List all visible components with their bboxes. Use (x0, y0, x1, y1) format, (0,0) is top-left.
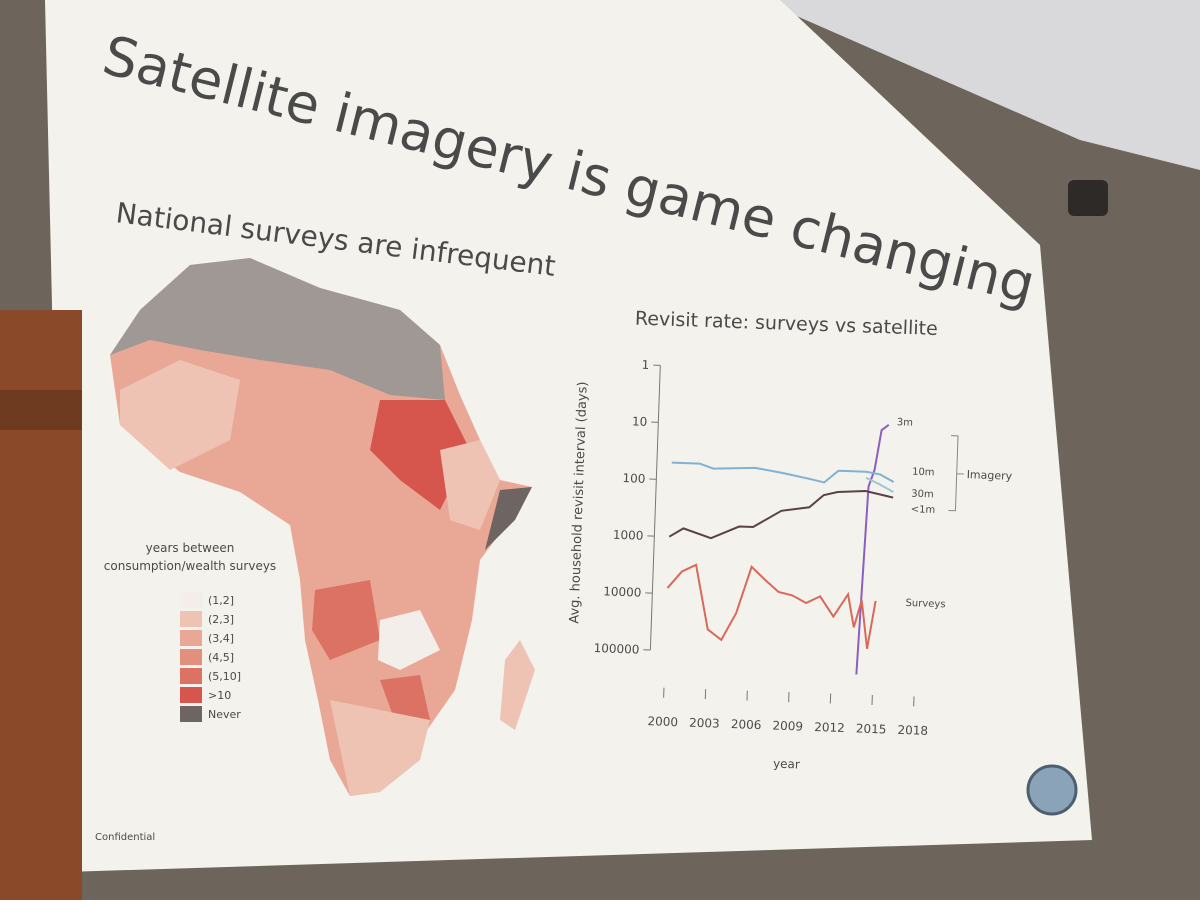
legend-label: (1,2] (208, 594, 234, 607)
legend-label: (3,4] (208, 632, 234, 645)
series-label: <1m (911, 504, 936, 516)
logo (1028, 766, 1076, 814)
legend-label: Never (208, 708, 241, 721)
legend-label: (2,3] (208, 613, 234, 626)
legend-swatch (180, 611, 202, 627)
legend-label: >10 (208, 689, 231, 702)
legend-label: (4,5] (208, 651, 234, 664)
x-tick-label: 2018 (897, 723, 928, 738)
x-axis-label: year (773, 757, 800, 772)
legend-swatch (180, 649, 202, 665)
y-tick-label: 10000 (603, 584, 642, 599)
series-label: 30m (911, 489, 934, 501)
x-tick-label: 2000 (647, 714, 678, 729)
podium-edge (0, 390, 82, 430)
footer: Confidential (95, 832, 155, 843)
legend-title: years between (146, 541, 235, 555)
x-tick-label: 2012 (814, 720, 845, 735)
legend-swatch (180, 706, 202, 722)
legend-swatch (180, 592, 202, 608)
x-tick-label: 2003 (689, 716, 720, 731)
x-tick-label: 2015 (856, 721, 887, 736)
y-tick-label: 1000 (613, 528, 644, 543)
legend-swatch (180, 630, 202, 646)
y-tick-label: 1 (641, 358, 649, 372)
legend-swatch (180, 668, 202, 684)
y-tick-label: 10 (632, 414, 648, 429)
legend-swatch (180, 687, 202, 703)
legend-title: consumption/wealth surveys (104, 559, 276, 573)
speaker (1068, 180, 1108, 216)
x-tick-label: 2009 (772, 719, 803, 734)
legend-label: (5,10] (208, 670, 241, 683)
y-tick-label: 100000 (593, 641, 639, 657)
x-tick-label: 2006 (731, 717, 762, 732)
series-label: Surveys (905, 598, 945, 610)
imagery-label: Imagery (966, 468, 1012, 483)
series-label: 10m (912, 467, 935, 479)
series-label: 3m (897, 417, 913, 429)
y-tick-label: 100 (622, 471, 645, 486)
